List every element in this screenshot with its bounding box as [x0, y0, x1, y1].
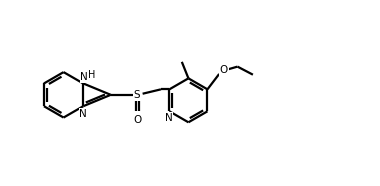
Text: N: N	[81, 72, 88, 82]
Text: O: O	[133, 115, 141, 125]
Text: S: S	[134, 90, 141, 100]
Text: H: H	[88, 70, 95, 80]
Text: O: O	[220, 65, 228, 75]
Text: N: N	[79, 108, 87, 118]
Text: N: N	[165, 113, 173, 123]
